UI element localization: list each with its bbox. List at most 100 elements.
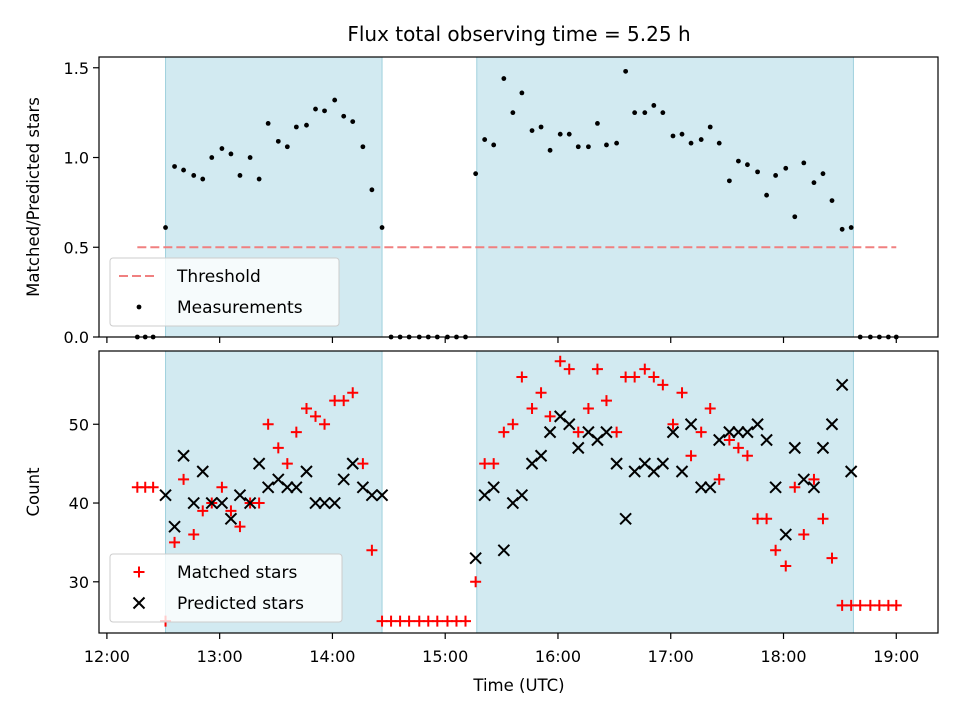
data-point [219, 146, 225, 151]
legend-box [109, 257, 340, 327]
data-point [341, 113, 347, 119]
data-point [769, 481, 782, 494]
data-point [191, 173, 197, 178]
data-point [366, 544, 378, 556]
data-point [844, 465, 858, 478]
data-point [600, 425, 613, 439]
data-point [337, 473, 350, 486]
legend-swatch [133, 566, 145, 578]
data-point [695, 426, 707, 438]
data-point [628, 465, 641, 478]
x-tick-label: 17:00 [648, 647, 694, 666]
data-point [205, 496, 218, 510]
data-point [313, 106, 318, 112]
data-point [256, 176, 262, 182]
data-point [656, 457, 670, 470]
data-point [293, 124, 299, 130]
data-point [808, 473, 820, 485]
data-point [215, 496, 229, 510]
data-point [741, 450, 753, 462]
data-point [623, 68, 629, 74]
data-point [515, 488, 529, 502]
data-point [375, 488, 389, 502]
data-point [216, 481, 228, 493]
data-point [547, 147, 553, 153]
data-point [188, 529, 200, 541]
x-tick-label: 14:00 [309, 647, 355, 666]
legend-box [109, 553, 343, 623]
x-tick-label: 12:00 [84, 647, 130, 666]
data-point [614, 140, 620, 146]
data-point [487, 481, 500, 494]
data-point [780, 560, 792, 572]
data-point [820, 171, 826, 177]
data-point [284, 144, 290, 150]
data-point [544, 410, 556, 422]
data-point [200, 176, 206, 182]
data-point [675, 465, 689, 478]
data-point [534, 449, 548, 462]
data-point [642, 110, 648, 116]
data-point [168, 520, 181, 533]
data-point [707, 124, 713, 130]
data-point [482, 137, 488, 142]
data-point [224, 512, 238, 525]
data-point [732, 425, 745, 439]
data-point [253, 497, 265, 509]
data-point [516, 371, 528, 383]
ratio-panel: 0.0 0.5 1.0 1.5 Matched/Predicted stars Thres… [24, 56, 939, 347]
data-point [243, 496, 257, 510]
legend-label: Matched stars [177, 563, 297, 583]
data-point [582, 403, 594, 415]
data-point [187, 496, 200, 510]
data-point [519, 90, 525, 96]
data-point [741, 425, 754, 439]
data-point [688, 140, 694, 146]
data-point [234, 521, 246, 533]
data-point [300, 403, 312, 415]
data-point [535, 387, 547, 399]
y-tick-label: 0.0 [64, 328, 89, 347]
data-point [779, 528, 792, 541]
x-tick-label: 13:00 [197, 647, 243, 666]
data-point [526, 403, 538, 415]
data-point [639, 363, 651, 375]
data-point [825, 418, 839, 431]
data-point [328, 496, 341, 510]
data-point [713, 473, 725, 485]
y-tick-label: 0.5 [64, 238, 89, 257]
data-point [169, 536, 181, 548]
data-point [572, 441, 585, 455]
x-axis-label: Time (UTC) [472, 676, 564, 695]
data-point [237, 173, 243, 178]
data-point [651, 103, 657, 108]
data-point [247, 155, 253, 160]
data-point [290, 426, 302, 438]
data-point [761, 513, 773, 525]
data-point [197, 505, 209, 517]
x-tick-label: 18:00 [760, 647, 806, 666]
data-point [703, 481, 717, 494]
data-point [760, 433, 773, 447]
data-point [816, 441, 830, 455]
data-point [789, 481, 801, 493]
data-point [783, 165, 789, 171]
data-point [854, 599, 866, 611]
data-point [807, 481, 821, 494]
legend-label: Predicted stars [177, 594, 304, 614]
data-point [488, 458, 500, 470]
legend-swatch [132, 596, 146, 610]
y-tick-label: 40 [69, 494, 89, 513]
data-point [300, 465, 313, 478]
data-point [147, 481, 159, 493]
observing-window [476, 56, 854, 338]
data-point [318, 496, 331, 510]
data-point [694, 481, 708, 494]
data-point [679, 131, 685, 137]
data-point [563, 418, 576, 431]
data-point [281, 481, 294, 494]
data-point [670, 133, 676, 139]
data-point [281, 458, 293, 470]
observing-window [476, 350, 854, 634]
data-point [365, 488, 379, 502]
